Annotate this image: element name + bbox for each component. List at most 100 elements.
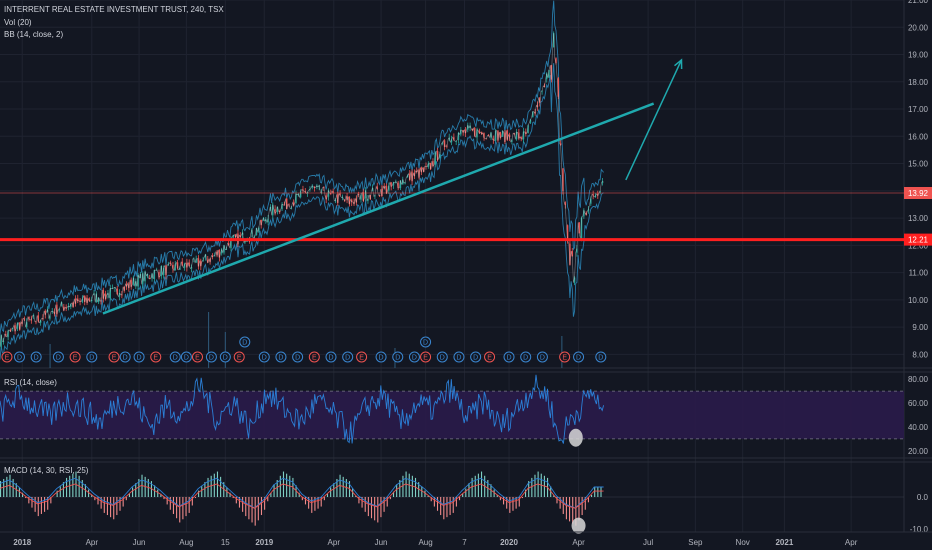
candle-body <box>186 262 188 268</box>
dividend-marker <box>133 351 145 363</box>
candle-body <box>262 218 265 221</box>
candle-body <box>411 171 413 182</box>
event-marker-label: D <box>440 355 445 362</box>
macd-histogram-bar <box>455 497 457 507</box>
candle-body <box>74 298 77 304</box>
candle-body <box>16 323 19 329</box>
event-marker-label: D <box>209 355 214 362</box>
support-price-tag <box>904 233 932 246</box>
candle-body <box>576 248 578 253</box>
macd-histogram-bar <box>264 497 266 510</box>
macd-histogram-bar <box>418 482 420 497</box>
time-axis[interactable]: 2018 Apr Jun Aug 15 2019 Apr Jun Aug 7 2020 Apr Jul S… <box>0 531 932 547</box>
candle-body <box>286 198 288 210</box>
dividend-marker <box>239 336 251 348</box>
candle-body <box>388 185 390 191</box>
time-tick-label: Apr <box>572 538 585 547</box>
macd-histogram-bar <box>355 495 357 497</box>
candle-body <box>420 167 423 172</box>
price-tick-label: 10.00 <box>908 296 929 305</box>
candle-body <box>162 268 165 276</box>
candle-body <box>518 132 520 139</box>
macd-histogram-bar <box>232 497 234 499</box>
candle-body <box>44 310 46 315</box>
price-tick-label: 15.00 <box>908 160 929 169</box>
macd-histogram-bar <box>399 480 401 497</box>
macd-histogram-bar <box>528 481 530 497</box>
macd-histogram-bar <box>556 497 558 504</box>
macd-histogram-bar <box>443 497 445 520</box>
macd-label: MACD (14, 30, RSI, 25) <box>4 466 89 475</box>
candle-body <box>14 325 16 332</box>
macd-histogram-bar <box>402 475 404 497</box>
candle-body <box>443 140 446 147</box>
event-marker-label: D <box>56 355 61 362</box>
macd-histogram-bar <box>304 497 307 505</box>
dividend-marker <box>520 351 532 363</box>
macd-histogram-bar <box>446 497 448 518</box>
macd-annotation-circle <box>571 517 586 534</box>
candle-body <box>70 304 72 307</box>
macd-histogram-bar <box>138 478 140 497</box>
macd-histogram-bar <box>267 497 269 502</box>
macd-histogram-bar <box>370 497 373 519</box>
macd-histogram-bar <box>242 497 244 512</box>
macd-histogram-bar <box>28 497 30 504</box>
time-tick-label: 2021 <box>775 538 793 547</box>
candle-body <box>165 265 167 276</box>
macd-tick-label: -10.0 <box>910 525 929 534</box>
macd-histogram-bar <box>534 474 536 497</box>
candle-body <box>450 139 453 143</box>
candle-body <box>334 200 337 202</box>
candle-body <box>481 132 483 135</box>
candle-body <box>597 193 599 196</box>
time-tick-label: Jun <box>375 538 388 547</box>
candle-body <box>599 191 601 193</box>
macd-histogram-bar <box>50 497 52 504</box>
macd-histogram-bar <box>515 497 517 509</box>
macd-histogram-bar <box>600 487 602 497</box>
time-tick-label: 7 <box>462 538 467 547</box>
event-marker-label: D <box>17 355 22 362</box>
candle-body <box>590 198 592 204</box>
event-marker-label: D <box>295 355 300 362</box>
rsi-annotation-circle <box>568 428 583 447</box>
candle-body <box>529 119 532 123</box>
candle-body <box>383 186 385 189</box>
event-marker-label: E <box>237 355 242 362</box>
bollinger-bands <box>0 0 604 360</box>
candle-body <box>276 206 279 212</box>
macd-histogram-bar <box>22 492 24 497</box>
event-marker-label: E <box>487 355 492 362</box>
price-axis[interactable]: 21.0020.0019.0018.0017.0016.0015.0014.00… <box>904 0 932 534</box>
dividend-marker <box>470 351 482 363</box>
candle-body <box>520 136 522 139</box>
dividend-marker <box>13 351 25 363</box>
candle-body <box>594 195 597 198</box>
candle-body <box>135 281 137 287</box>
macd-histogram-bar <box>40 497 42 514</box>
macd-histogram-bar <box>584 497 586 510</box>
earnings-marker <box>191 351 203 363</box>
dividend-earnings-markers[interactable]: E D D D E D E D D E D D E D D EDD D D E D D E D D D EDD D D E D D D E D D <box>1 336 607 363</box>
event-marker-label: D <box>473 355 478 362</box>
candle-body <box>160 266 163 277</box>
candle-body <box>360 195 362 200</box>
macd-histogram-bar <box>509 497 511 513</box>
candle-body <box>525 131 527 134</box>
candle-body <box>144 271 146 282</box>
macd-histogram-bar <box>163 497 165 500</box>
candle-body <box>367 198 369 201</box>
macd-histogram-bar <box>298 492 300 497</box>
macd-histogram-bar <box>386 497 388 507</box>
candle-body <box>471 128 474 131</box>
candle-body <box>474 128 476 136</box>
macd-histogram-bar <box>154 485 156 497</box>
macd-histogram-bar <box>59 486 61 497</box>
candle-body <box>583 210 585 217</box>
candle-body <box>58 309 60 311</box>
candle-body <box>490 132 492 138</box>
macd-histogram-bar <box>235 497 237 504</box>
candle-body <box>327 190 330 197</box>
